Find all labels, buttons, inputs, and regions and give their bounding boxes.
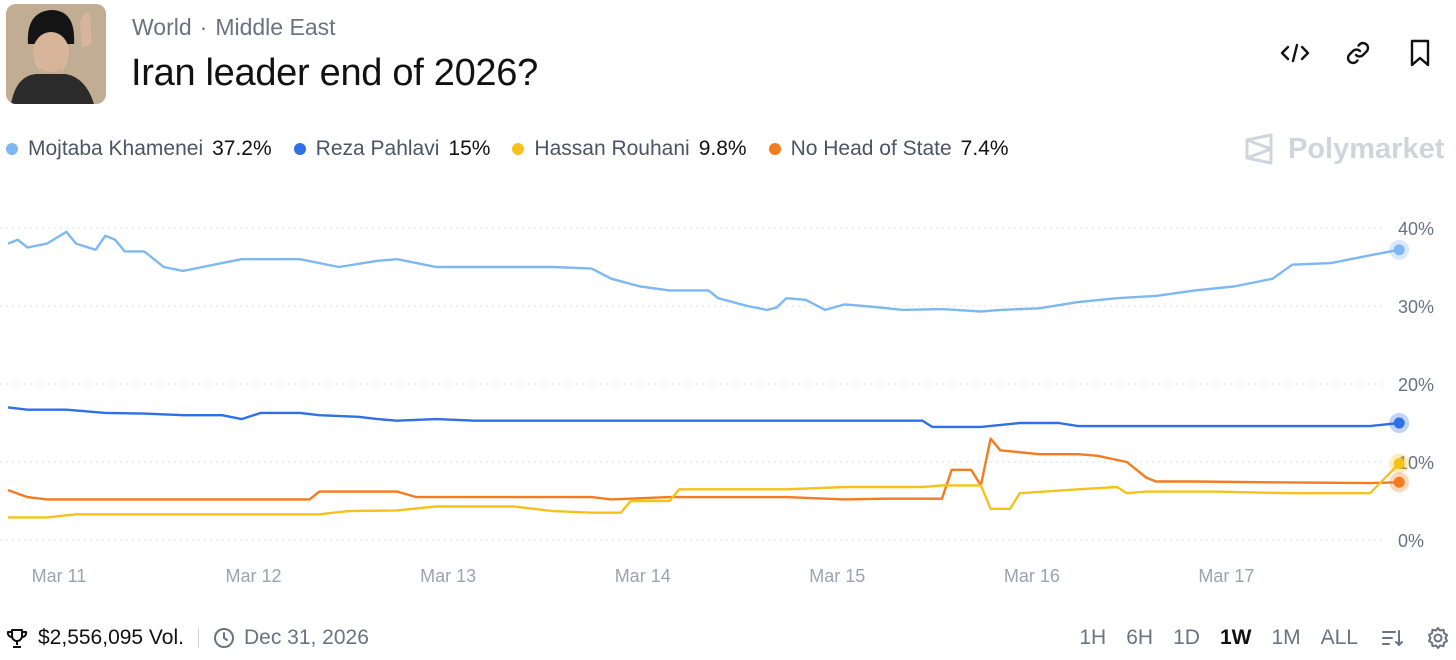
chart-legend: Mojtaba Khamenei 37.2% Reza Pahlavi 15% … [6, 137, 1031, 161]
range-1d[interactable]: 1D [1173, 626, 1200, 649]
range-1m[interactable]: 1M [1271, 626, 1301, 649]
series-line-no-head-of-state [7, 437, 1400, 501]
legend-value: 9.8% [698, 137, 747, 160]
legend-item-hassan-rouhani: Hassan Rouhani 9.8% [512, 137, 747, 161]
series-end-dot [1393, 476, 1405, 488]
legend-value: 7.4% [960, 137, 1009, 160]
polymarket-logo-icon [1245, 133, 1273, 165]
series-end-dot [1393, 244, 1405, 256]
link-icon[interactable] [1342, 37, 1374, 69]
legend-item-no-head-of-state: No Head of State 7.4% [768, 137, 1009, 161]
series-line-mojtaba-khamenei [7, 230, 1400, 313]
breadcrumb: World · Middle East [132, 14, 336, 40]
legend-dot [6, 143, 18, 155]
range-1h[interactable]: 1H [1079, 626, 1107, 649]
legend-dot [512, 143, 525, 155]
end-date: Dec 31, 2026 [243, 626, 369, 649]
x-tick-label: Mar 15 [809, 566, 865, 586]
y-tick-label: 0% [1398, 531, 1424, 551]
price-chart[interactable]: 40% 30% 20% 10% 0% Mar 11 Mar 12 Mar 13 Mar 14 Ma… [0, 190, 1456, 600]
range-6h[interactable]: 6H [1126, 626, 1154, 649]
settings-icon[interactable] [1426, 626, 1450, 650]
footer-divider [197, 628, 199, 648]
breadcrumb-world[interactable]: World [132, 14, 192, 40]
breadcrumb-middle-east[interactable]: Middle East [215, 14, 336, 40]
trophy-icon [6, 629, 28, 648]
range-1w[interactable]: 1W [1219, 626, 1252, 649]
series-end-dot [1393, 417, 1405, 429]
x-tick-label: Mar 11 [32, 566, 87, 586]
series-line-hassan-rouhani [8, 462, 1401, 519]
sort-icon[interactable] [1380, 626, 1404, 650]
embed-icon[interactable] [1279, 37, 1311, 69]
x-tick-label: Mar 16 [1004, 566, 1060, 586]
legend-label: Mojtaba Khamenei [28, 137, 204, 160]
market-footer: $2,556,095 Vol. Dec 31, 2026 [6, 626, 369, 650]
legend-dot [293, 143, 306, 155]
y-tick-label: 30% [1398, 297, 1434, 317]
legend-item-mojtaba-khamenei: Mojtaba Khamenei 37.2% [6, 137, 272, 161]
clock-icon [213, 628, 234, 648]
series-end-dot [1393, 458, 1405, 470]
legend-item-reza-pahlavi: Reza Pahlavi 15% [293, 137, 491, 161]
brand-name: Polymarket [1288, 132, 1445, 165]
legend-dot [768, 143, 781, 155]
legend-label: Reza Pahlavi [315, 137, 440, 160]
x-tick-label: Mar 12 [226, 566, 282, 586]
page-title: Iran leader end of 2026? [131, 52, 538, 94]
series-line-reza-pahlavi [7, 406, 1400, 429]
y-tick-label: 10% [1398, 453, 1434, 473]
legend-value: 15% [448, 137, 491, 160]
legend-label: Hassan Rouhani [534, 137, 690, 160]
time-range-selector: 1H 6H 1D 1W 1M ALL [1059, 626, 1450, 650]
market-avatar [6, 4, 106, 104]
y-tick-label: 20% [1398, 375, 1434, 395]
volume: $2,556,095 Vol. [38, 626, 184, 649]
legend-label: No Head of State [790, 137, 952, 160]
polymarket-watermark: Polymarket [1242, 132, 1444, 166]
range-all[interactable]: ALL [1320, 626, 1358, 649]
legend-value: 37.2% [212, 137, 272, 160]
x-tick-label: Mar 17 [1198, 566, 1254, 586]
y-tick-label: 40% [1398, 219, 1434, 239]
x-tick-label: Mar 14 [615, 566, 671, 586]
bookmark-icon[interactable] [1404, 37, 1436, 69]
x-tick-label: Mar 13 [420, 566, 476, 586]
